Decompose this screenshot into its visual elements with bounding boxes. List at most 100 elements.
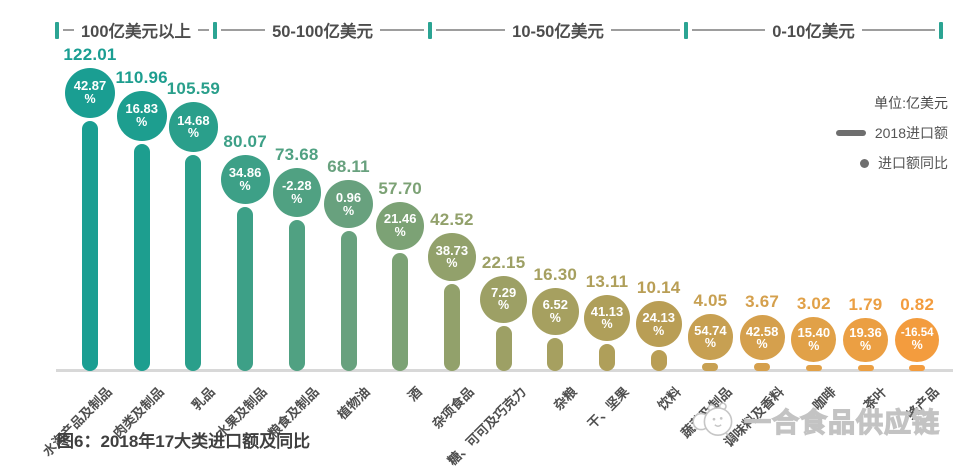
import-amount-label: 73.68 xyxy=(275,145,319,165)
legend-item-growth: 进口额同比 xyxy=(860,153,948,173)
band-separator-bar xyxy=(684,22,688,39)
import-amount-bar xyxy=(495,325,512,371)
growth-rate-value: 54.74 xyxy=(694,322,727,338)
range-band: 0-10亿美元 xyxy=(692,21,935,41)
unit-note: 单位:亿美元 xyxy=(874,95,948,111)
import-amount-bar xyxy=(702,362,719,371)
import-amount-bar xyxy=(650,350,667,371)
percent-sign: % xyxy=(84,92,96,107)
import-amount-label: 13.11 xyxy=(585,271,629,291)
band-dash-line xyxy=(692,29,766,31)
import-amount-bar xyxy=(599,344,615,371)
growth-rate-bubble: -16.54% xyxy=(895,318,940,362)
growth-rate-bubble: 21.46% xyxy=(376,201,425,250)
growth-rate-bubble: 54.74% xyxy=(687,314,734,360)
band-dash-line xyxy=(63,29,74,31)
percent-sign: % xyxy=(756,337,768,352)
growth-rate-value: 21.46 xyxy=(383,211,417,227)
import-amount-bar xyxy=(754,363,771,371)
growth-rate-bubble: 41.13% xyxy=(583,294,631,342)
import-amount-bar xyxy=(909,365,926,371)
growth-rate-bubble: 38.73% xyxy=(428,233,476,281)
growth-rate-bubble: 16.83% xyxy=(116,90,167,141)
band-dash-line xyxy=(610,29,681,31)
growth-rate-value: 15.40 xyxy=(797,325,831,341)
import-amount-bar xyxy=(185,154,202,371)
import-amount-bar xyxy=(547,337,564,371)
band-dash-line xyxy=(221,29,266,31)
import-amount-bar xyxy=(133,143,150,371)
growth-rate-bubble: 6.52% xyxy=(531,287,579,335)
mascot-face-icon xyxy=(692,402,733,440)
percent-sign: % xyxy=(653,323,665,338)
import-amount-label: 1.79 xyxy=(848,294,883,314)
percent-sign: % xyxy=(859,339,872,354)
percent-sign: % xyxy=(239,178,251,193)
import-amount-bar xyxy=(82,120,98,371)
import-amount-label: 110.96 xyxy=(115,67,168,87)
percent-sign: % xyxy=(187,126,199,141)
growth-rate-bubble: 24.13% xyxy=(635,301,682,348)
import-amount-bar xyxy=(443,283,460,371)
growth-rate-bubble: 14.68% xyxy=(168,102,219,152)
import-amount-label: 3.02 xyxy=(796,294,831,314)
import-amount-label: 57.70 xyxy=(378,178,422,198)
import-amount-bar xyxy=(288,219,305,371)
growth-rate-value: 7.29 xyxy=(490,284,517,300)
band-dash-line xyxy=(379,29,425,31)
growth-rate-value: 19.36 xyxy=(849,325,882,341)
category-label: 乳品 xyxy=(189,384,219,414)
growth-rate-value: 38.73 xyxy=(435,242,469,258)
band-separator-bar xyxy=(939,22,943,39)
figure-caption: 图6：2018年17大类进口额及同比 xyxy=(57,432,311,451)
legend-label-import-amount: 2018进口额 xyxy=(874,125,948,141)
growth-rate-value: 16.83 xyxy=(125,101,158,117)
category-label: 酒 xyxy=(405,384,425,404)
brand-name: 一合食品供应链 xyxy=(743,407,940,438)
growth-rate-value: 6.52 xyxy=(542,296,568,312)
import-amount-line-icon xyxy=(835,130,866,136)
import-amount-bar xyxy=(340,231,357,371)
import-amount-bar xyxy=(392,252,409,371)
import-amount-label: 16.30 xyxy=(533,264,578,284)
import-amount-label: 0.82 xyxy=(900,295,935,314)
legend: 单位:亿美元 2018进口额 进口额同比 xyxy=(835,93,948,173)
percent-sign: % xyxy=(704,336,716,351)
percent-sign: % xyxy=(446,256,458,271)
percent-sign: % xyxy=(498,298,510,313)
growth-rate-bubble: 19.36% xyxy=(843,317,888,362)
growth-rate-value: 42.87 xyxy=(73,78,107,94)
growth-rate-bubble: 34.86% xyxy=(220,154,270,204)
percent-sign: % xyxy=(342,203,355,218)
percent-sign: % xyxy=(808,338,820,353)
percent-sign: % xyxy=(911,338,923,353)
growth-rate-value: -2.28 xyxy=(281,178,312,194)
category-label: 饮料 xyxy=(654,384,684,414)
import-amount-bar xyxy=(857,365,874,371)
percent-sign: % xyxy=(394,225,406,240)
growth-rate-bubble: 42.87% xyxy=(65,67,115,118)
band-dash-line xyxy=(198,29,209,31)
growth-rate-value: -16.54 xyxy=(900,327,934,340)
range-band: 100亿美元以上 xyxy=(63,21,209,41)
import-amount-label: 3.67 xyxy=(745,292,780,312)
import-amount-bar xyxy=(237,206,254,371)
legend-item-import-amount: 2018进口额 xyxy=(835,123,948,143)
import-amount-label: 68.11 xyxy=(327,157,370,177)
import-amount-label: 10.14 xyxy=(636,278,681,298)
legend-label-growth: 进口额同比 xyxy=(878,155,948,171)
range-band: 10-50亿美元 xyxy=(436,21,681,41)
percent-sign: % xyxy=(549,310,561,325)
import-amount-label: 105.59 xyxy=(166,79,220,99)
growth-rate-value: 34.86 xyxy=(228,165,262,181)
growth-rate-bubble: 0.96% xyxy=(324,180,373,229)
percent-sign: % xyxy=(136,114,148,129)
band-separator-bar xyxy=(55,22,59,39)
growth-rate-value: 41.13 xyxy=(590,303,624,319)
category-label: 干、坚果 xyxy=(584,384,632,432)
percent-sign: % xyxy=(291,191,303,206)
growth-rate-value: 14.68 xyxy=(177,112,210,128)
growth-rate-bubble: 7.29% xyxy=(480,275,528,323)
growth-rate-bubble: -2.28% xyxy=(272,168,322,217)
